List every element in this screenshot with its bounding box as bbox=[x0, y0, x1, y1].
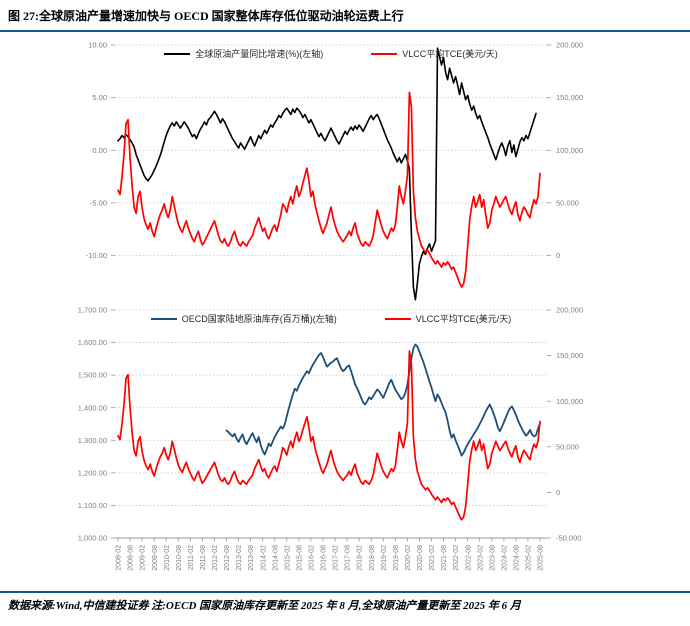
x-axis-tick-label: 2009-02 bbox=[140, 545, 147, 571]
x-axis-tick-label: 2014-02 bbox=[260, 545, 267, 571]
x-axis-tick-label: 2023-08 bbox=[489, 545, 496, 571]
right-axis-tick-label: 0 bbox=[556, 251, 560, 260]
x-axis-tick-label: 2017-08 bbox=[345, 545, 352, 571]
x-axis-tick-label: 2009-08 bbox=[152, 545, 159, 571]
x-axis-tick-label: 2015-02 bbox=[284, 545, 291, 571]
left-axis-tick-label: 0.00 bbox=[92, 146, 107, 155]
left-axis-tick-label: 1,100.00 bbox=[78, 501, 107, 510]
x-axis-tick-label: 2021-02 bbox=[429, 545, 436, 571]
production-line-swatch bbox=[164, 52, 191, 55]
right-axis-tick-label: 200,000 bbox=[556, 41, 583, 50]
left-axis-tick-label: -10.00 bbox=[86, 251, 107, 260]
legend-item-inventory: OECD国家陆地原油库存(百万桶)(左轴) bbox=[150, 312, 337, 325]
x-axis-tick-label: 2022-02 bbox=[453, 545, 460, 571]
x-axis-tick-label: 2019-08 bbox=[393, 545, 400, 571]
figure-title: 图 27:全球原油产量增速加快与 OECD 国家整体库存低位驱动油轮运费上行 bbox=[8, 9, 404, 23]
right-axis-tick-label: 50,000 bbox=[556, 198, 579, 207]
bottom-chart-legend: OECD国家陆地原油库存(百万桶)(左轴) VLCC平均TCE(美元/天) bbox=[115, 312, 547, 325]
x-axis-tick-label: 2013-08 bbox=[248, 545, 255, 571]
right-axis-tick-label: 0 bbox=[556, 488, 560, 497]
right-axis-tick-label: 50,000 bbox=[556, 442, 579, 451]
source-note: 数据来源:Wind,中信建投证券 注:OECD 国家原油库存更新至 2025 年… bbox=[8, 600, 521, 612]
right-axis-tick-label: 150,000 bbox=[556, 351, 583, 360]
series-line bbox=[225, 343, 541, 457]
right-axis-tick-label: 100,000 bbox=[556, 146, 583, 155]
x-axis-tick-label: 2012-02 bbox=[212, 545, 219, 571]
legend-label-inventory: OECD国家陆地原油库存(百万桶)(左轴) bbox=[181, 314, 337, 324]
x-axis-tick-label: 2008-02 bbox=[116, 545, 123, 571]
x-axis-tick-label: 2016-02 bbox=[309, 545, 316, 571]
left-axis-tick-label: 1,300.00 bbox=[78, 436, 107, 445]
x-axis-tick-label: 2013-02 bbox=[236, 545, 243, 571]
x-axis-tick-label: 2017-02 bbox=[333, 545, 340, 571]
legend-label-vlcc-top: VLCC平均TCE(美元/天) bbox=[402, 49, 498, 59]
x-axis-tick-label: 2023-02 bbox=[477, 545, 484, 571]
x-axis-tick-label: 2011-08 bbox=[200, 545, 207, 570]
legend-item-production: 全球原油产量同比增速(%)(左轴) bbox=[164, 47, 323, 60]
left-axis-tick-label: 1,700.00 bbox=[78, 306, 107, 315]
left-axis-tick-label: 1,200.00 bbox=[78, 468, 107, 477]
left-axis-tick-label: -5.00 bbox=[90, 198, 107, 207]
footer-divider bbox=[0, 591, 690, 593]
right-axis-tick-label: 150,000 bbox=[556, 93, 583, 102]
inventory-line-swatch bbox=[150, 317, 177, 320]
left-axis-tick-label: 1,600.00 bbox=[78, 338, 107, 347]
x-axis-tick-label: 2020-08 bbox=[417, 545, 424, 571]
series-line bbox=[117, 350, 541, 521]
series-line bbox=[117, 91, 541, 288]
vlcc-line-swatch-bottom bbox=[384, 317, 411, 320]
x-axis-tick-label: 2019-02 bbox=[381, 545, 388, 571]
x-axis-tick-label: 2022-08 bbox=[465, 545, 472, 571]
x-axis-tick-label: 2008-08 bbox=[128, 545, 135, 571]
legend-item-vlcc-bottom: VLCC平均TCE(美元/天) bbox=[384, 312, 512, 325]
x-axis-tick-label: 2021-08 bbox=[441, 545, 448, 571]
x-axis-tick-label: 2014-08 bbox=[272, 545, 279, 571]
x-axis-tick-label: 2012-08 bbox=[224, 545, 231, 571]
x-axis-tick-label: 2015-08 bbox=[296, 545, 303, 571]
x-axis-tick-label: 2010-08 bbox=[176, 545, 183, 571]
x-axis-tick-label: 2018-02 bbox=[357, 545, 364, 571]
x-axis-tick-label: 2016-08 bbox=[321, 545, 328, 571]
right-axis-tick-label: -50,000 bbox=[556, 534, 581, 543]
x-axis-tick-label: 2010-02 bbox=[164, 545, 171, 571]
x-axis-tick-label: 2024-08 bbox=[513, 545, 520, 571]
x-axis-tick-label: 2025-02 bbox=[526, 545, 533, 571]
x-axis-tick-label: 2020-02 bbox=[405, 545, 412, 571]
right-axis-tick-label: 100,000 bbox=[556, 397, 583, 406]
legend-item-vlcc-top: VLCC平均TCE(美元/天) bbox=[371, 47, 498, 60]
left-axis-tick-label: 5.00 bbox=[92, 93, 107, 102]
left-axis-tick-label: 1,000.00 bbox=[78, 534, 107, 543]
title-divider bbox=[0, 30, 690, 32]
vlcc-line-swatch-top bbox=[371, 52, 398, 55]
left-axis-tick-label: 10.00 bbox=[88, 41, 107, 50]
x-axis-tick-label: 2025-08 bbox=[538, 545, 545, 571]
left-axis-tick-label: 1,500.00 bbox=[78, 371, 107, 380]
right-axis-tick-label: 200,000 bbox=[556, 306, 583, 315]
legend-label-vlcc-bottom: VLCC平均TCE(美元/天) bbox=[415, 314, 512, 324]
x-axis-tick-label: 2011-02 bbox=[188, 545, 195, 570]
top-chart-legend: 全球原油产量同比增速(%)(左轴) VLCC平均TCE(美元/天) bbox=[115, 47, 547, 60]
x-axis-tick-label: 2018-08 bbox=[369, 545, 376, 571]
left-axis-tick-label: 1,400.00 bbox=[78, 403, 107, 412]
series-line bbox=[117, 47, 537, 301]
x-axis-tick-label: 2024-02 bbox=[501, 545, 508, 571]
legend-label-production: 全球原油产量同比增速(%)(左轴) bbox=[195, 49, 324, 59]
